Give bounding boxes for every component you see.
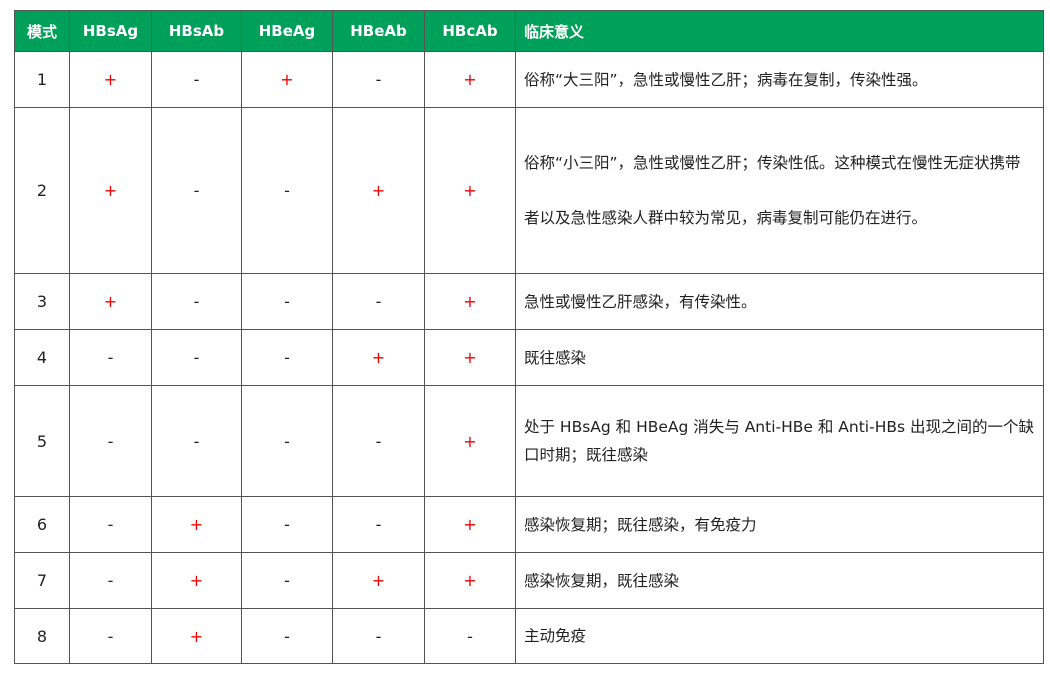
clinical-meaning-cell: 感染恢复期，既往感染 <box>515 552 1044 609</box>
marker-cell: - <box>332 385 425 497</box>
marker-cell: - <box>332 608 425 664</box>
marker-cell: + <box>332 329 425 386</box>
table-row: 8- + - - - 主动免疫 <box>14 608 1044 664</box>
marker-cell: - <box>151 107 242 274</box>
marker-cell: - <box>241 496 333 553</box>
clinical-meaning-cell: 主动免疫 <box>515 608 1044 664</box>
marker-cell: - <box>241 552 333 609</box>
header-clinical-meaning: 临床意义 <box>515 10 1044 52</box>
marker-cell: + <box>424 496 516 553</box>
marker-cell: - <box>241 273 333 330</box>
mode-cell: 3 <box>14 273 70 330</box>
marker-cell: + <box>69 107 152 274</box>
clinical-meaning-cell: 急性或慢性乙肝感染，有传染性。 <box>515 273 1044 330</box>
marker-cell: - <box>332 496 425 553</box>
header-hbsag: HBsAg <box>69 10 152 52</box>
marker-cell: - <box>332 273 425 330</box>
hbv-serology-table: 模式 HBsAg HBsAb HBeAg HBeAb HBcAb 临床意义 1 +… <box>14 10 1044 664</box>
table-row: 4- - - + + 既往感染 <box>14 329 1044 386</box>
clinical-meaning-cell: 俗称“大三阳”，急性或慢性乙肝；病毒在复制，传染性强。 <box>515 51 1044 108</box>
marker-cell: - <box>69 496 152 553</box>
mode-cell: 6 <box>14 496 70 553</box>
marker-cell: - <box>424 608 516 664</box>
marker-cell: - <box>151 273 242 330</box>
header-hbsab: HBsAb <box>151 10 242 52</box>
table-row: 6- + - - + 感染恢复期；既往感染，有免疫力 <box>14 496 1044 553</box>
marker-cell: - <box>69 608 152 664</box>
marker-cell: + <box>69 273 152 330</box>
marker-cell: + <box>424 329 516 386</box>
marker-cell: + <box>332 552 425 609</box>
marker-cell: + <box>332 107 425 274</box>
marker-cell: - <box>151 385 242 497</box>
clinical-meaning-cell: 感染恢复期；既往感染，有免疫力 <box>515 496 1044 553</box>
header-row: 模式 HBsAg HBsAb HBeAg HBeAb HBcAb 临床意义 <box>14 10 1044 52</box>
mode-cell: 1 <box>14 51 70 108</box>
clinical-meaning-cell: 既往感染 <box>515 329 1044 386</box>
marker-cell: + <box>241 51 333 108</box>
table-row: 1 + - + - + 俗称“大三阳”，急性或慢性乙肝；病毒在复制，传染性强。 <box>14 51 1044 108</box>
marker-cell: - <box>241 107 333 274</box>
marker-cell: - <box>69 552 152 609</box>
marker-cell: + <box>69 51 152 108</box>
mode-cell: 8 <box>14 608 70 664</box>
marker-cell: - <box>241 329 333 386</box>
mode-cell: 4 <box>14 329 70 386</box>
marker-cell: + <box>424 51 516 108</box>
marker-cell: + <box>151 552 242 609</box>
mode-cell: 2 <box>14 107 70 274</box>
marker-cell: - <box>241 385 333 497</box>
marker-cell: + <box>424 552 516 609</box>
clinical-meaning-cell: 处于 HBsAg 和 HBeAg 消失与 Anti-HBe 和 Anti-HBs… <box>515 385 1044 497</box>
header-hbcab: HBcAb <box>424 10 516 52</box>
mode-cell: 5 <box>14 385 70 497</box>
marker-cell: + <box>424 385 516 497</box>
marker-cell: + <box>424 273 516 330</box>
marker-cell: - <box>332 51 425 108</box>
table-row: 2 + - - + + 俗称“小三阳”，急性或慢性乙肝；传染性低。这种模式在慢性无症状携带者… <box>14 107 1044 274</box>
header-mode: 模式 <box>14 10 70 52</box>
table-row: 7- + - + + 感染恢复期，既往感染 <box>14 552 1044 609</box>
table-row: 5- - - - + 处于 HBsAg 和 HBeAg 消失与 Anti-HBe 和 An… <box>14 385 1044 497</box>
header-hbeag: HBeAg <box>241 10 333 52</box>
marker-cell: - <box>69 329 152 386</box>
marker-cell: - <box>151 329 242 386</box>
header-hbeab: HBeAb <box>332 10 425 52</box>
marker-cell: + <box>151 608 242 664</box>
marker-cell: - <box>241 608 333 664</box>
mode-cell: 7 <box>14 552 70 609</box>
clinical-meaning-cell: 俗称“小三阳”，急性或慢性乙肝；传染性低。这种模式在慢性无症状携带者以及急性感染… <box>515 107 1044 274</box>
marker-cell: - <box>69 385 152 497</box>
table-row: 3 + - - - + 急性或慢性乙肝感染，有传染性。 <box>14 273 1044 330</box>
marker-cell: + <box>151 496 242 553</box>
marker-cell: + <box>424 107 516 274</box>
marker-cell: - <box>151 51 242 108</box>
